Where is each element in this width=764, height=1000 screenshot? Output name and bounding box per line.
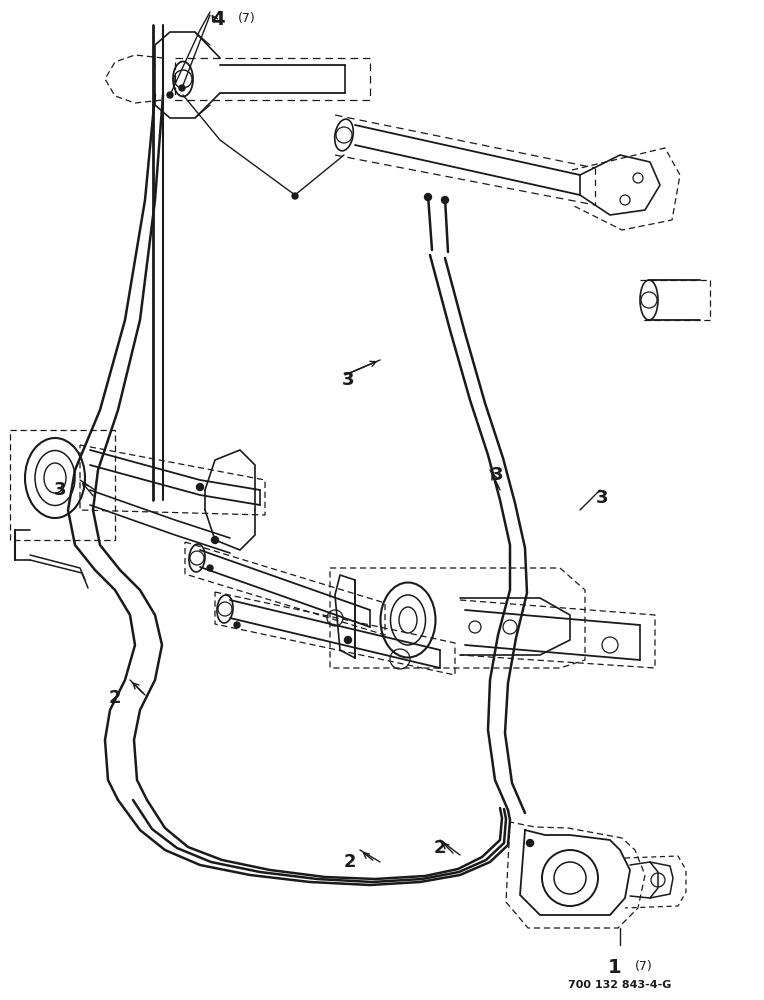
Circle shape xyxy=(179,85,185,91)
Text: 4: 4 xyxy=(211,10,225,29)
Circle shape xyxy=(345,637,351,644)
Text: 3: 3 xyxy=(53,481,66,499)
Text: (7): (7) xyxy=(635,960,652,973)
Circle shape xyxy=(212,536,219,544)
Text: 3: 3 xyxy=(342,371,354,389)
Circle shape xyxy=(196,484,203,490)
Circle shape xyxy=(207,565,213,571)
Circle shape xyxy=(526,840,533,846)
Circle shape xyxy=(234,622,240,628)
Text: 2: 2 xyxy=(344,853,356,871)
Circle shape xyxy=(292,193,298,199)
Circle shape xyxy=(167,92,173,98)
Text: 3: 3 xyxy=(490,466,503,484)
Text: 2: 2 xyxy=(434,839,446,857)
Text: 3: 3 xyxy=(596,489,608,507)
Text: 2: 2 xyxy=(108,689,121,707)
Text: 1: 1 xyxy=(608,958,622,977)
Text: 700 132 843-4-G: 700 132 843-4-G xyxy=(568,980,672,990)
Text: (7): (7) xyxy=(238,12,256,25)
Circle shape xyxy=(425,194,432,200)
Circle shape xyxy=(442,196,448,204)
